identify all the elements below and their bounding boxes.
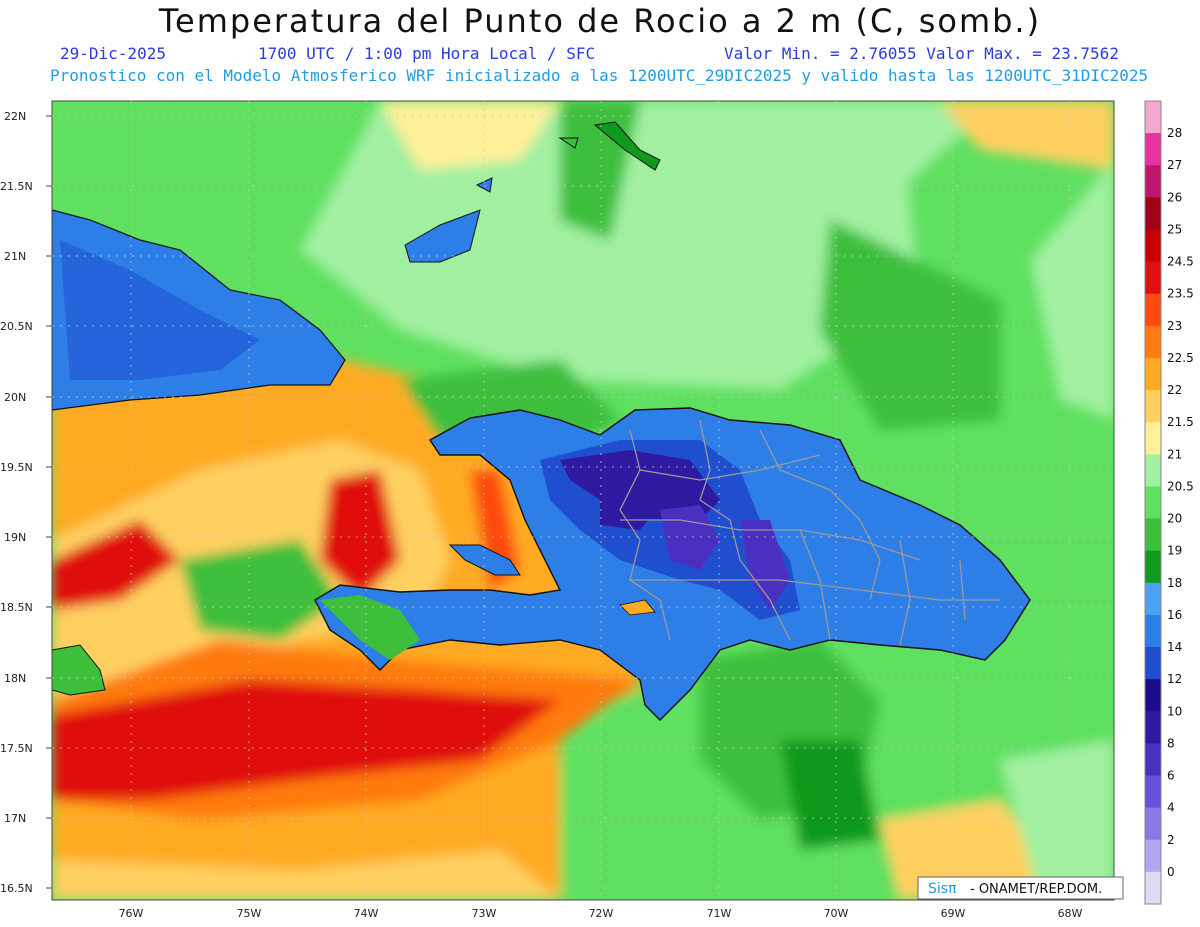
- colorbar-label: 27: [1167, 158, 1182, 172]
- colorbar-label: 4: [1167, 801, 1175, 815]
- colorbar-swatch: [1145, 293, 1161, 327]
- lon-label: 74W: [354, 907, 379, 920]
- colorbar-swatch: [1145, 422, 1161, 455]
- colorbar-swatch: [1145, 133, 1161, 166]
- lat-label: 21N: [4, 250, 26, 263]
- colorbar-label: 20.5: [1167, 479, 1194, 493]
- colorbar-label: 25: [1167, 222, 1182, 236]
- colorbar-frame: [1144, 100, 1162, 905]
- colorbar-label: 10: [1167, 704, 1182, 718]
- colorbar-swatch: [1145, 229, 1161, 263]
- colorbar-label: 24.5: [1167, 255, 1194, 269]
- lat-label: 16.5N: [0, 882, 33, 895]
- colorbar-swatch: [1145, 775, 1161, 809]
- colorbar-label: 8: [1167, 736, 1175, 750]
- colorbar-swatch: [1145, 711, 1161, 744]
- lat-label: 18.5N: [0, 601, 33, 614]
- colorbar-label: 18: [1167, 576, 1182, 590]
- colorbar-swatch: [1145, 165, 1161, 198]
- colorbar-swatch: [1145, 261, 1161, 295]
- lon-label: 69W: [941, 907, 966, 920]
- lat-label: 22N: [4, 110, 26, 123]
- colorbar-swatch: [1145, 550, 1161, 584]
- colorbar-label: 21: [1167, 447, 1182, 461]
- lat-label: 18N: [4, 672, 26, 685]
- colorbar-swatch: [1145, 743, 1161, 777]
- forecast-date: 29-Dic-2025: [60, 44, 166, 63]
- colorbar-swatch: [1145, 647, 1161, 680]
- colorbar-swatch: [1145, 582, 1161, 616]
- map-title: Temperatura del Punto de Rocio a 2 m (C,…: [158, 2, 1042, 40]
- colorbar-label: 23: [1167, 319, 1182, 333]
- lon-label: 73W: [472, 907, 497, 920]
- lat-label: 20.5N: [0, 320, 33, 333]
- colorbar: 0 2 4 6 8 10 12 14 16 18 19 20 20.5 21 21.5 22 22.5 23 23.…: [1144, 100, 1194, 905]
- credit-org: - ONAMET/REP.DOM.: [970, 882, 1102, 897]
- colorbar-label: 16: [1167, 608, 1182, 622]
- lon-label: 68W: [1058, 907, 1083, 920]
- colorbar-label: 19: [1167, 544, 1182, 558]
- colorbar-swatch: [1145, 454, 1161, 487]
- latitude-axis: 22N 21.5N 21N 20.5N 20N 19.5N 19N 18.5N …: [0, 110, 33, 895]
- longitude-axis: 76W 75W 74W 73W 72W 71W 70W 69W 68W: [119, 907, 1083, 920]
- colorbar-swatch: [1145, 871, 1161, 905]
- colorbar-swatch: [1145, 839, 1161, 873]
- colorbar-label: 26: [1167, 190, 1182, 204]
- lat-label: 19.5N: [0, 461, 33, 474]
- colorbar-label: 22.5: [1167, 351, 1194, 365]
- colorbar-label: 14: [1167, 640, 1182, 654]
- colorbar-label: 28: [1167, 126, 1182, 140]
- colorbar-swatch: [1145, 679, 1161, 712]
- colorbar-swatch: [1145, 614, 1161, 648]
- colorbar-label: 22: [1167, 383, 1182, 397]
- colorbar-swatch: [1145, 518, 1161, 552]
- lon-label: 75W: [237, 907, 262, 920]
- lat-label: 17N: [4, 812, 26, 825]
- lon-label: 70W: [824, 907, 849, 920]
- credit-box: Sisπ - ONAMET/REP.DOM.: [917, 876, 1124, 900]
- lat-label: 21.5N: [0, 180, 33, 193]
- colorbar-label: 21.5: [1167, 415, 1194, 429]
- lon-label: 76W: [119, 907, 144, 920]
- colorbar-label: 0: [1167, 865, 1175, 879]
- colorbar-swatch: [1145, 390, 1161, 423]
- credit-brand: Sisπ: [928, 881, 957, 897]
- colorbar-swatch: [1145, 325, 1161, 359]
- colorbar-label: 20: [1167, 512, 1182, 526]
- lon-label: 71W: [707, 907, 732, 920]
- colorbar-swatch: [1145, 197, 1161, 230]
- colorbar-label: 2: [1167, 833, 1175, 847]
- lon-label: 72W: [589, 907, 614, 920]
- lat-label: 19N: [4, 531, 26, 544]
- colorbar-label: 23.5: [1167, 287, 1194, 301]
- colorbar-label: 6: [1167, 769, 1175, 783]
- colorbar-label: 12: [1167, 672, 1182, 686]
- colorbar-swatch: [1145, 357, 1161, 391]
- forecast-time: 1700 UTC / 1:00 pm Hora Local / SFC: [258, 44, 596, 63]
- model-info: Pronostico con el Modelo Atmosferico WRF…: [50, 66, 1149, 85]
- colorbar-swatch: [1145, 807, 1161, 841]
- value-range: Valor Min. = 2.76055 Valor Max. = 23.756…: [724, 44, 1119, 63]
- lat-label: 20N: [4, 391, 26, 404]
- lat-label: 17.5N: [0, 742, 33, 755]
- colorbar-swatch: [1145, 486, 1161, 520]
- colorbar-swatch: [1145, 101, 1161, 134]
- dewpoint-field: [52, 101, 1114, 900]
